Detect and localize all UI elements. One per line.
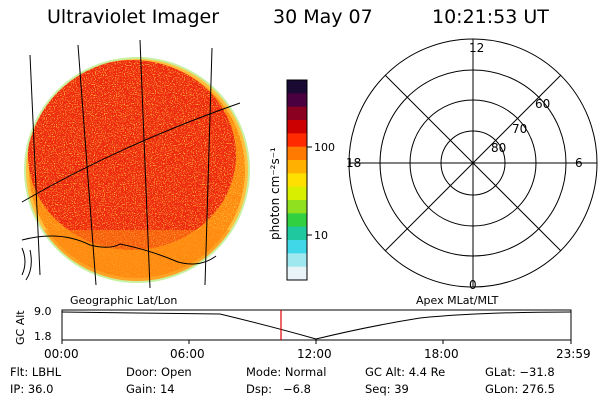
mlt-label-6: 6 <box>575 156 583 170</box>
x-tick-label: 23:59 <box>556 347 591 361</box>
instrument-title: Ultraviolet Imager <box>47 6 220 28</box>
info-seq: Seq: 39 <box>365 382 409 396</box>
colorbar-stripe <box>287 106 307 121</box>
y-tick-label: 9.0 <box>34 305 52 318</box>
mlat-label-60: 60 <box>535 97 550 111</box>
colorbar-stripe <box>287 160 307 174</box>
meridian-line <box>139 39 151 289</box>
globe-image <box>21 39 250 289</box>
date-label: 30 May 07 <box>273 6 373 28</box>
colorbar-stripe <box>287 80 307 94</box>
colorbar-tick-label: 100 <box>314 141 335 154</box>
left-panel-title: Geographic Lat/Lon <box>70 294 178 307</box>
x-tick-label: 00:00 <box>44 347 79 361</box>
geographic-grid <box>21 39 241 289</box>
info-gc-alt: GC Alt: 4.4 Re <box>365 365 446 379</box>
info-ip: IP: 36.0 <box>10 382 54 396</box>
colorbar-tick-label: 10 <box>314 229 328 242</box>
y-tick-label: 1.8 <box>34 330 52 343</box>
info-glat: GLat: −31.8 <box>485 365 555 379</box>
time-label: 10:21:53 UT <box>432 6 549 28</box>
timeline-frame <box>61 309 572 341</box>
info-dsp: Dsp: −6.8 <box>246 382 311 396</box>
x-tick-label: 18:00 <box>424 347 459 361</box>
colorbar-stripe <box>287 253 307 268</box>
info-glon: GLon: 276.5 <box>485 382 555 396</box>
colorbar-stripe <box>287 93 307 108</box>
colorbar-stripe <box>287 213 307 228</box>
colorbar-stripe <box>287 200 307 214</box>
mlt-label-18: 18 <box>346 156 361 170</box>
colorbar-stripe <box>287 266 307 281</box>
coastline <box>21 247 32 281</box>
polar-plot-title: Apex MLat/MLT <box>416 294 499 307</box>
coastline <box>21 235 217 265</box>
colorbar-stripe <box>287 146 307 161</box>
colorbar-stripe <box>287 120 307 134</box>
colorbar-stripe <box>287 133 307 148</box>
meridian-line <box>77 44 97 286</box>
colorbar-stripe <box>287 186 307 201</box>
colorbar: 100 10 photon cm⁻²s⁻¹ <box>268 79 335 281</box>
timeline-y-label: GC Alt <box>14 310 27 345</box>
mlt-label-0: 0 <box>469 278 477 292</box>
colorbar-stripe <box>287 226 307 241</box>
info-door: Door: Open <box>126 365 192 379</box>
colorbar-frame <box>286 79 308 281</box>
meridian-line <box>204 47 213 286</box>
altitude-curve <box>61 311 572 340</box>
polar-labels: 12 18 6 0 60 70 80 <box>346 41 583 292</box>
info-mode: Mode: Normal <box>246 365 327 379</box>
colorbar-stripe <box>287 173 307 188</box>
polar-plot <box>348 38 598 288</box>
x-tick-label: 06:00 <box>170 347 205 361</box>
info-filter: Flt: LBHL <box>10 365 62 379</box>
mlt-label-12: 12 <box>469 41 484 55</box>
polar-diagonal <box>384 74 562 252</box>
colorbar-stripe <box>287 240 307 254</box>
info-gain: Gain: 14 <box>126 382 175 396</box>
mlat-label-70: 70 <box>512 122 527 136</box>
parallel-line <box>21 102 241 203</box>
meridian-line <box>29 54 41 276</box>
mlat-label-80: 80 <box>491 141 506 155</box>
timeline-plot: GC Alt <box>14 309 572 345</box>
x-tick-label: 12:00 <box>297 347 332 361</box>
colorbar-unit-label: photon cm⁻²s⁻¹ <box>268 147 282 240</box>
